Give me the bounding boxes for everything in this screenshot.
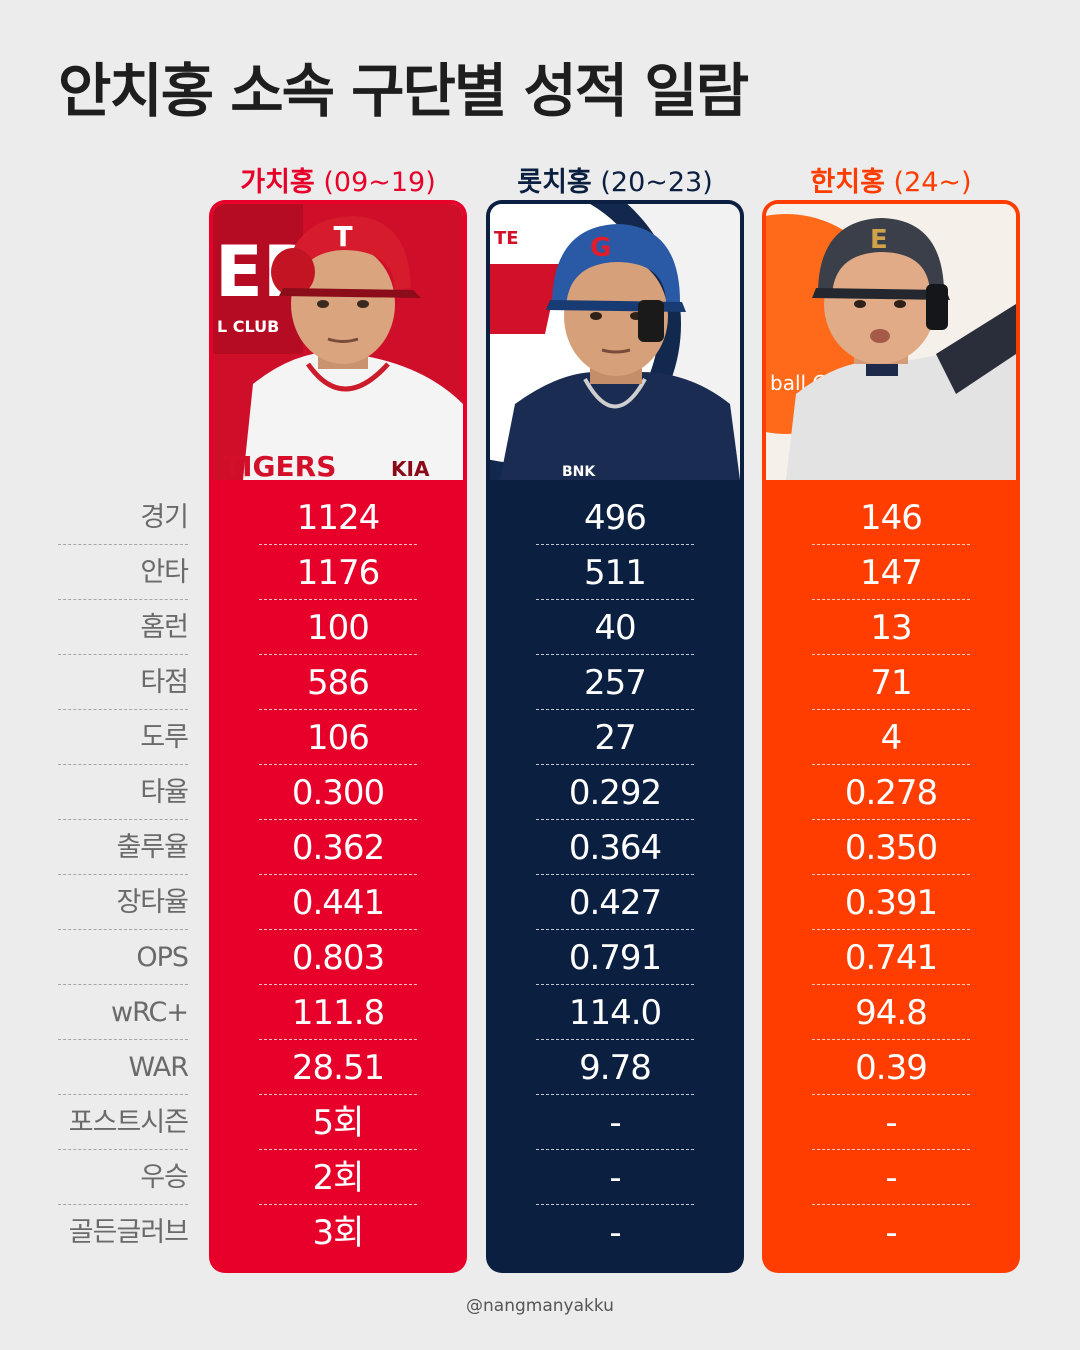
- team-nickname: 롯치홍: [517, 167, 592, 198]
- footer-handle: @nangmanyakku: [466, 1296, 614, 1316]
- sponsor-text: BNK: [562, 464, 596, 480]
- team-nickname: 한치홍: [810, 167, 885, 198]
- stat-value: 0.39: [762, 1040, 1020, 1095]
- stat-value: 0.391: [762, 875, 1020, 930]
- team-header-hanwha: 한치홍 (24~): [762, 160, 1020, 200]
- stat-label: 출루율: [58, 820, 189, 875]
- stat-value: 9.78: [486, 1040, 744, 1095]
- stat-value: 114.0: [486, 985, 744, 1040]
- chest-text: TIGERS: [223, 450, 336, 480]
- team-years: (24~): [893, 167, 972, 198]
- stat-label: WAR: [58, 1040, 189, 1095]
- top-text: TE: [494, 228, 519, 249]
- cap-text: T: [333, 220, 352, 253]
- stat-label: 홈런: [58, 600, 189, 655]
- team-header-kia: 가치홍 (09~19): [209, 160, 467, 200]
- cap-text: G: [590, 233, 611, 263]
- stat-label: 포스트시즌: [58, 1095, 189, 1150]
- team-column-hanwha: ball Cl E 146 147 13 71 4 0.278 0.350 0.…: [762, 200, 1020, 1273]
- stat-label: 장타율: [58, 875, 189, 930]
- stat-value: 511: [486, 545, 744, 600]
- stat-labels: 경기 안타 홈런 타점 도루 타율 출루율 장타율 OPS wRC+ WAR 포…: [58, 490, 189, 1260]
- team-years: (20~23): [600, 167, 713, 198]
- stat-value: 71: [762, 655, 1020, 710]
- stat-label: 안타: [58, 545, 189, 600]
- stat-value: 2회: [209, 1150, 467, 1205]
- stat-value: -: [762, 1095, 1020, 1150]
- stat-value: 0.427: [486, 875, 744, 930]
- stat-label: 타점: [58, 655, 189, 710]
- team-years: (09~19): [323, 167, 436, 198]
- stat-value: 100: [209, 600, 467, 655]
- stat-value: 1176: [209, 545, 467, 600]
- club-text: L CLUB: [217, 317, 279, 336]
- stats-list: 146 147 13 71 4 0.278 0.350 0.391 0.741 …: [762, 490, 1020, 1260]
- team-header-lotte: 롯치홍 (20~23): [486, 160, 744, 200]
- player-photo-hanwha: ball Cl E: [766, 204, 1016, 480]
- stat-value: 27: [486, 710, 744, 765]
- stat-label: wRC+: [58, 985, 189, 1040]
- stat-value: 40: [486, 600, 744, 655]
- player-photo-lotte: TE BUSAN BNK G: [490, 204, 740, 480]
- team-nickname: 가치홍: [240, 167, 315, 198]
- team-column-kia: ER L CLUB TIGERS KIA T 1124 1176 100 586…: [209, 200, 467, 1273]
- stat-value: 586: [209, 655, 467, 710]
- stat-value: 13: [762, 600, 1020, 655]
- stat-value: -: [486, 1150, 744, 1205]
- stat-label: OPS: [58, 930, 189, 985]
- jersey-text: KIA: [391, 457, 430, 480]
- cap-text: E: [870, 225, 888, 255]
- stat-value: -: [885, 1213, 897, 1253]
- stat-value: 5회: [209, 1095, 467, 1150]
- stat-value: 106: [209, 710, 467, 765]
- stat-value: 0.364: [486, 820, 744, 875]
- stat-value: 0.300: [209, 765, 467, 820]
- stat-value: 94.8: [762, 985, 1020, 1040]
- stat-label: 우승: [58, 1150, 189, 1205]
- stat-value: 0.741: [762, 930, 1020, 985]
- stat-value: 0.441: [209, 875, 467, 930]
- team-column-lotte: TE BUSAN BNK G 496 511 40 257 27 0.292 0…: [486, 200, 744, 1273]
- stat-value: 0.350: [762, 820, 1020, 875]
- player-photo-kia: ER L CLUB TIGERS KIA T: [213, 204, 463, 480]
- stat-label: 경기: [58, 490, 189, 545]
- stats-list: 496 511 40 257 27 0.292 0.364 0.427 0.79…: [486, 490, 744, 1260]
- stat-value: -: [486, 1095, 744, 1150]
- stat-value: 147: [762, 545, 1020, 600]
- stat-label: 골든글러브: [68, 1217, 189, 1248]
- stat-value: 3회: [312, 1213, 365, 1253]
- stat-value: 4: [762, 710, 1020, 765]
- stat-value: 111.8: [209, 985, 467, 1040]
- stat-label: 타율: [58, 765, 189, 820]
- stats-list: 1124 1176 100 586 106 0.300 0.362 0.441 …: [209, 490, 467, 1260]
- page-title: 안치홍 소속 구단별 성적 일람: [58, 57, 749, 125]
- stat-value: 0.292: [486, 765, 744, 820]
- stat-value: 0.362: [209, 820, 467, 875]
- stat-value: 146: [762, 490, 1020, 545]
- stat-value: 257: [486, 655, 744, 710]
- stat-label: 도루: [58, 710, 189, 765]
- stat-value: 1124: [209, 490, 467, 545]
- stat-value: 0.803: [209, 930, 467, 985]
- stat-value: 0.791: [486, 930, 744, 985]
- stat-value: 28.51: [209, 1040, 467, 1095]
- stat-value: 0.278: [762, 765, 1020, 820]
- stat-value: -: [762, 1150, 1020, 1205]
- stat-value: -: [609, 1213, 621, 1253]
- stat-value: 496: [486, 490, 744, 545]
